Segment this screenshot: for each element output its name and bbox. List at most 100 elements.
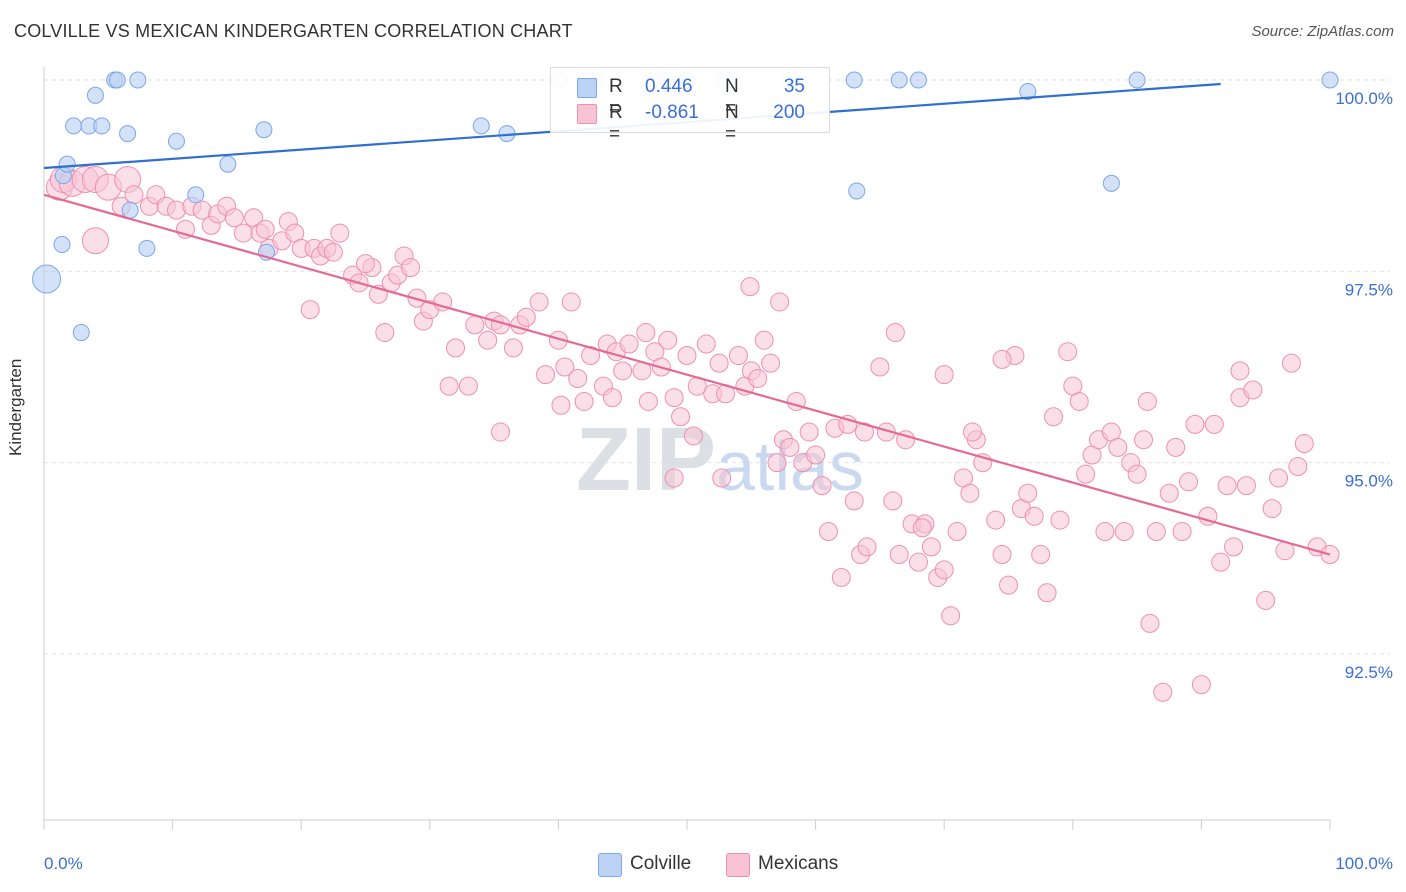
mexicans-point (799, 422, 819, 442)
legend-n-label: N = (725, 76, 739, 119)
y-tick-label: 100.0% (1335, 89, 1393, 108)
mexicans-point (1288, 456, 1308, 476)
chart-title: COLVILLE VS MEXICAN KINDERGARTEN CORRELA… (14, 21, 573, 41)
mexicans-point (740, 277, 760, 297)
x-tick-label: 100.0% (1335, 854, 1393, 873)
colville-point (93, 117, 111, 135)
mexicans-point (780, 437, 800, 457)
mexicans-point (664, 388, 684, 408)
mexicans-trend-line (43, 193, 1331, 556)
colville-legend-swatch (598, 853, 622, 877)
mexicans-point (1172, 522, 1192, 542)
mexicans-point (671, 407, 691, 427)
mexicans-point (885, 323, 905, 343)
colville-point (167, 132, 185, 150)
mexicans-point (568, 368, 588, 388)
mexicans-point (770, 292, 790, 312)
mexicans-point (1281, 353, 1301, 373)
mexicans-point (999, 575, 1018, 595)
mexicans-point (912, 518, 932, 538)
correlation-legend: R = 0.446 N = 35 R = -0.861 N = 200 (550, 67, 830, 145)
legend-r-label: R = (609, 76, 623, 119)
mexicans-point (224, 208, 244, 228)
mexicans-point (1166, 437, 1186, 457)
mexicans-point (934, 560, 954, 580)
mexicans-point (1050, 510, 1070, 530)
mexicans-point (677, 346, 697, 366)
mexicans-point (754, 330, 774, 350)
source-label: Source: ZipAtlas.com (1251, 23, 1394, 40)
colville-point (219, 155, 237, 173)
mexicans-point (1037, 583, 1057, 603)
axes (43, 67, 1331, 830)
mexicans-point (818, 522, 838, 542)
colville-point (138, 239, 156, 257)
mexicans-point (683, 426, 703, 446)
mexicans-point (728, 346, 748, 366)
mexicans-point (854, 422, 874, 442)
tick-labels: 92.5% 95.0% 97.5% 100.0% 0.0% 100.0% (44, 89, 1393, 873)
colville-point (187, 186, 205, 204)
mexicans-point (1058, 342, 1078, 362)
mexicans-point (1262, 499, 1282, 519)
mexicans-point (1159, 483, 1179, 503)
mexicans-point (1095, 522, 1115, 542)
mexicans-point (613, 361, 633, 381)
x-tick-label: 0.0% (44, 854, 83, 873)
mexicans-point (934, 365, 954, 385)
mexicans-point (529, 292, 549, 312)
colville-point (121, 201, 139, 219)
mexicans-point (664, 468, 684, 488)
mexicans-legend-swatch (726, 853, 750, 877)
colville-point (32, 264, 62, 294)
legend-r-value: 0.446 (645, 76, 693, 97)
colville-point (119, 125, 137, 143)
mexicans-point (356, 254, 375, 274)
mexicans-point (1024, 506, 1044, 526)
mexicans-point (947, 522, 967, 542)
mexicans-point (857, 537, 877, 557)
colville-point (1321, 71, 1339, 89)
mexicans-point (551, 395, 571, 415)
colville-point (909, 71, 927, 89)
mexicans-point (1224, 537, 1244, 557)
mexicans-point (491, 422, 511, 442)
mexicans-point (831, 567, 851, 587)
mexicans-point (1108, 437, 1128, 457)
mexicans-point (1211, 552, 1231, 572)
mexicans-point (658, 330, 678, 350)
mexicans-point (401, 258, 421, 278)
colville-point (472, 117, 490, 135)
mexicans-point (1069, 391, 1089, 411)
mexicans-point (638, 391, 658, 411)
colville-point (255, 121, 273, 139)
mexicans-point (446, 338, 466, 358)
mexicans-point (1134, 430, 1154, 450)
mexicans-point (1236, 476, 1256, 496)
mexicans-legend-label: Mexicans (758, 853, 839, 874)
legend-n-value: 35 (783, 76, 805, 97)
mexicans-point (1044, 407, 1064, 427)
mexicans-point (478, 330, 498, 350)
mexicans-point (375, 323, 395, 343)
mexicans-point (844, 491, 864, 511)
mexicans-point (1269, 468, 1289, 488)
mexicans-point (767, 453, 787, 473)
mexicans-point (941, 606, 961, 626)
mexicans-point (962, 422, 982, 442)
watermark-zip: ZIP (576, 410, 716, 510)
y-tick-label: 92.5% (1345, 663, 1393, 682)
mexicans-point (921, 537, 941, 557)
mexicans-point (1146, 522, 1166, 542)
mexicans-point (748, 368, 768, 388)
mexicans-point (1031, 545, 1051, 565)
mexicans-point (709, 353, 729, 373)
mexicans-point (602, 388, 622, 408)
mexicans-point (636, 323, 656, 343)
legend-n-label: N = (725, 102, 739, 145)
mexicans-point (619, 334, 639, 354)
mexicans-points (45, 165, 1340, 702)
colville-point (1128, 71, 1146, 89)
mexicans-point (561, 292, 581, 312)
